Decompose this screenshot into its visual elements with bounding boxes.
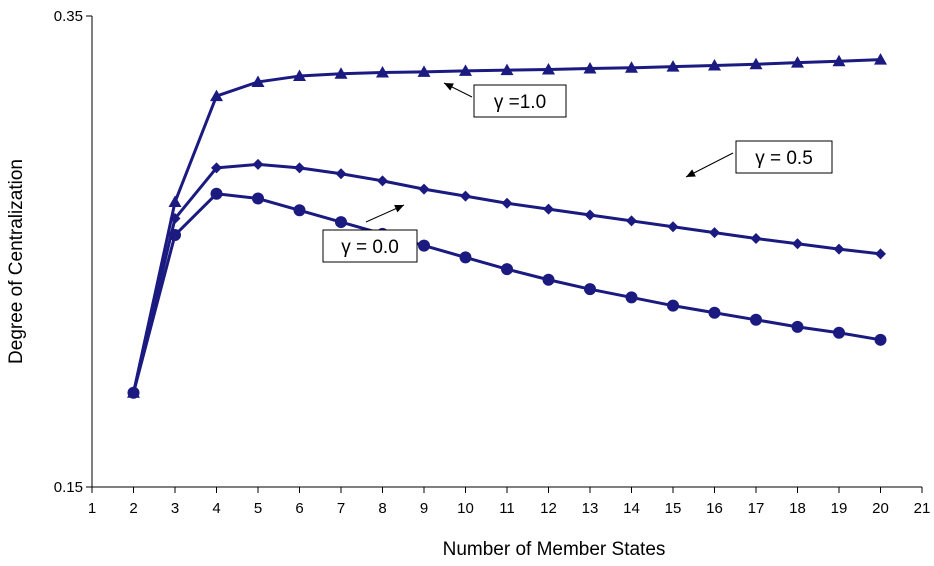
diamond-marker — [584, 209, 596, 221]
annotation-label: γ =1.0 — [494, 92, 546, 113]
diamond-marker — [211, 162, 222, 174]
triangle-marker — [832, 54, 846, 67]
triangle-marker — [459, 64, 472, 76]
y-tick-label: 0.15 — [54, 479, 83, 496]
diamond-marker — [709, 227, 720, 239]
x-tick-label: 9 — [420, 500, 428, 517]
triangle-marker — [666, 60, 680, 72]
circle-marker — [293, 204, 306, 217]
x-tick-label: 13 — [582, 500, 599, 517]
x-tick-label: 2 — [129, 500, 137, 517]
series-diamond — [128, 158, 886, 399]
diamond-marker — [792, 238, 803, 250]
x-tick-label: 4 — [212, 500, 220, 517]
circle-marker — [210, 187, 223, 200]
annotation-arrow — [686, 169, 696, 177]
x-tick-label: 15 — [665, 500, 682, 517]
annotation-label: γ = 0.0 — [341, 237, 399, 258]
diamond-marker — [377, 175, 388, 187]
annotation-arrow — [444, 83, 454, 91]
diamond-marker — [169, 213, 181, 225]
annotation-box — [473, 84, 567, 118]
x-tick-label: 5 — [254, 500, 262, 517]
circle-marker — [750, 313, 762, 326]
circle-marker — [791, 320, 804, 333]
triangle-marker — [293, 69, 306, 82]
triangle-marker — [791, 56, 804, 68]
diamond-marker — [501, 197, 513, 209]
annotation-box — [322, 229, 418, 263]
diamond-marker — [294, 162, 305, 174]
triangle-marker — [417, 65, 431, 77]
x-tick-label: 11 — [499, 500, 515, 517]
diamond-marker — [750, 233, 762, 245]
annotation-box — [735, 140, 833, 174]
x-tick-label: 8 — [378, 500, 386, 517]
y-axis-title: Degree of Centralization — [6, 159, 27, 364]
circle-marker — [833, 326, 845, 339]
x-tick-label: 17 — [748, 500, 765, 517]
triangle-marker — [251, 75, 265, 87]
circle-marker — [252, 192, 264, 205]
diamond-marker — [833, 243, 845, 255]
annotation-arrow — [394, 205, 404, 213]
diamond-marker — [418, 183, 430, 195]
diamond-marker — [252, 158, 264, 170]
circle-marker — [584, 283, 596, 296]
y-tick-label: 0.35 — [54, 8, 83, 25]
circle-marker — [542, 273, 555, 286]
triangle-marker — [708, 58, 721, 71]
triangle-marker — [749, 57, 763, 70]
triangle-marker — [168, 195, 182, 208]
x-tick-label: 6 — [295, 500, 303, 517]
circle-marker — [625, 291, 638, 304]
circle-marker — [127, 386, 140, 399]
annotation-arrowhead — [686, 169, 696, 177]
circle-marker — [459, 251, 472, 264]
x-tick-label: 19 — [831, 500, 848, 517]
diamond-marker — [460, 190, 471, 202]
x-tick-label: 18 — [789, 500, 806, 517]
circle-marker — [501, 263, 513, 276]
diamond-marker — [543, 203, 554, 215]
x-tick-label: 16 — [706, 500, 723, 517]
circle-marker — [335, 216, 347, 229]
diamond-marker — [626, 215, 637, 227]
circle-marker — [169, 229, 181, 242]
x-tick-label: 12 — [540, 500, 557, 517]
annotation-label: γ = 0.5 — [755, 148, 813, 169]
circle-marker — [874, 333, 887, 346]
x-tick-label: 10 — [457, 500, 474, 517]
triangle-marker — [334, 67, 348, 79]
triangle-marker — [210, 89, 223, 102]
circle-marker — [418, 239, 430, 252]
x-tick-label: 7 — [337, 500, 345, 517]
circle-marker — [667, 299, 679, 312]
x-tick-label: 3 — [171, 500, 179, 517]
x-tick-label: 20 — [872, 500, 889, 517]
triangle-marker — [625, 61, 638, 73]
x-tick-label: 14 — [623, 500, 640, 517]
triangle-marker — [376, 66, 389, 78]
diamond-marker — [335, 168, 347, 180]
annotation-arrowhead — [444, 83, 454, 91]
triangle-marker — [500, 63, 514, 76]
circle-marker — [708, 306, 721, 319]
series-triangle — [127, 53, 887, 398]
triangle-marker — [583, 62, 597, 74]
series-circle — [127, 187, 887, 399]
diamond-marker — [667, 221, 679, 233]
x-axis-title: Number of Member States — [443, 539, 666, 560]
diamond-marker — [875, 248, 886, 260]
x-tick-label: 1 — [88, 500, 96, 517]
annotation-arrowhead — [394, 205, 404, 213]
x-tick-label: 21 — [914, 500, 931, 517]
series-line-circle — [132, 192, 881, 394]
triangle-marker — [542, 62, 555, 75]
triangle-marker — [874, 53, 887, 65]
